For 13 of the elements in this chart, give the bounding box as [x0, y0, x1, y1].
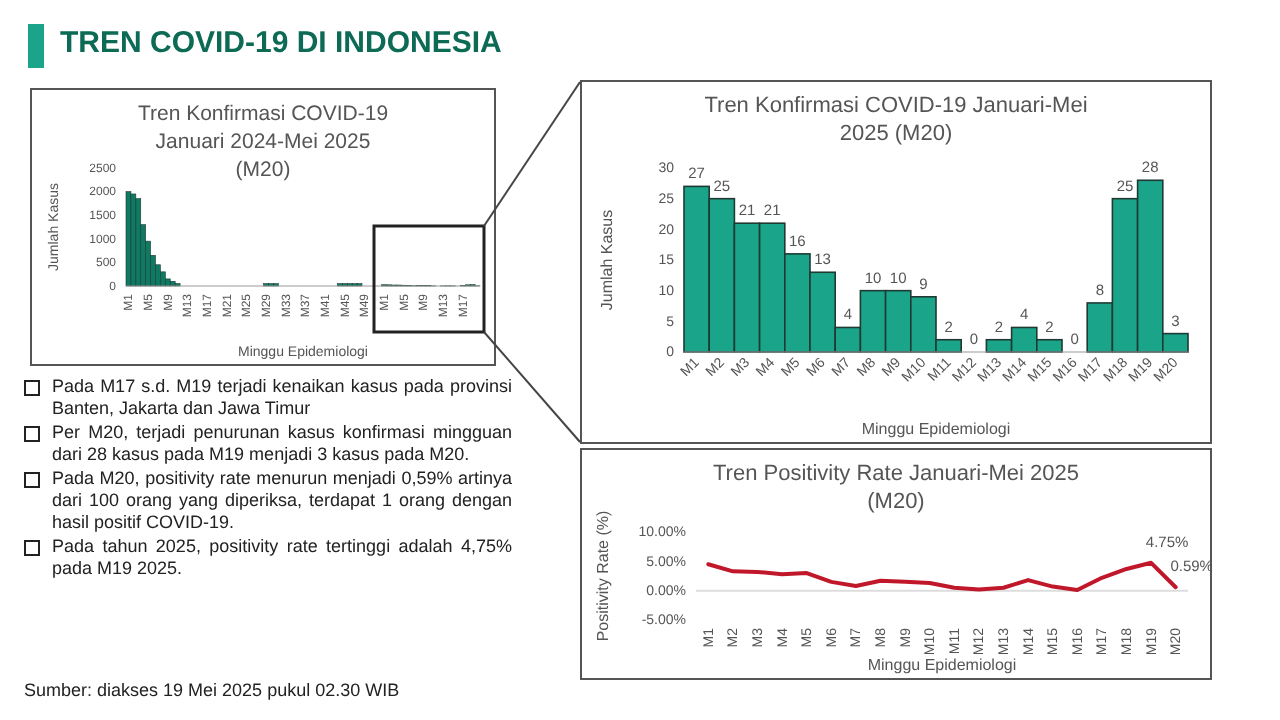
text: Pada M20, positivity rate menurun menjadi 0,59% artinya dari 100 orang yang diperiksa, terdapat 1 orang dengan hasil positif COVID-19. — [52, 468, 512, 534]
text: TREN COVID-19 DI INDONESIA — [60, 24, 504, 64]
x-axis-title: Minggu Epidemiologi — [861, 420, 1011, 438]
chart-title: Tren Konfirmasi COVID-19 Januari 2024-Mei 2025 (M20) — [137, 102, 389, 182]
x-axis-title: Minggu Epidemiologi — [867, 656, 1017, 674]
chart-title: Tren Positivity Rate Januari-Mei 2025 (M20) — [712, 462, 1080, 514]
y-axis-title: Positivity Rate (%) — [594, 509, 612, 642]
y-axis-title: Jumlah Kasus — [598, 209, 616, 311]
text: Pada tahun 2025, positivity rate tertinggi adalah 4,75% pada M19 2025. — [52, 536, 512, 580]
text: Per M20, terjadi penurunan kasus konfirmasi mingguan dari 28 kasus pada M19 menjadi 3 kasus pada M20. — [52, 422, 512, 466]
chart-title: Tren Konfirmasi COVID-19 Januari-Mei 2025 (M20) — [704, 94, 1088, 146]
text: Pada M17 s.d. M19 terjadi kenaikan kasus pada provinsi Banten, Jakarta dan Jawa Timur — [52, 376, 512, 420]
text: Sumber: diakses 19 Mei 2025 pukul 02.30 WIB — [24, 680, 400, 702]
